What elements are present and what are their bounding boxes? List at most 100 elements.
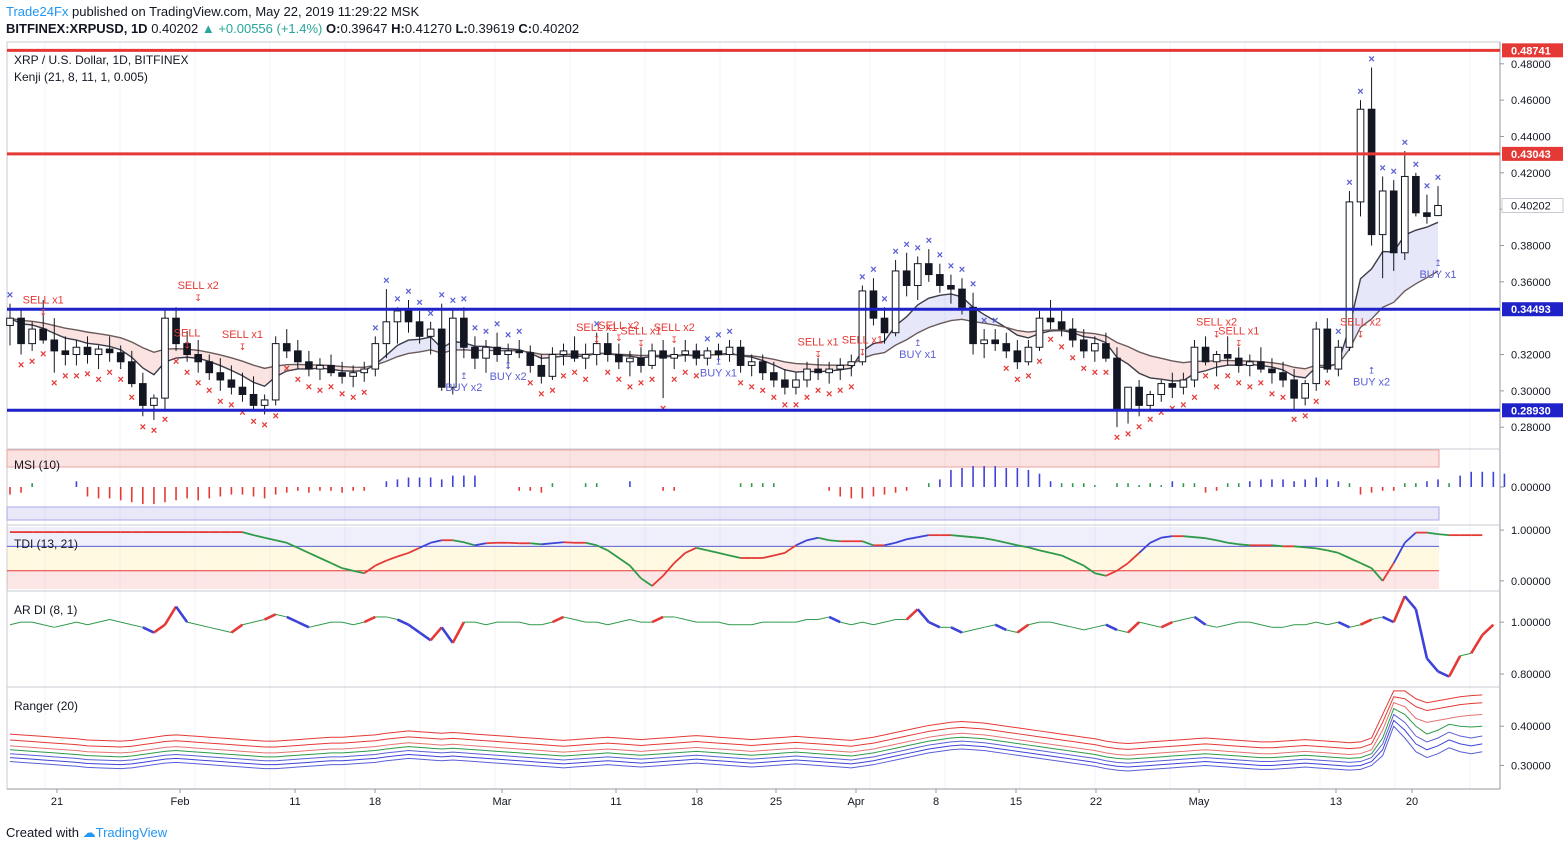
candle-body (227, 379, 236, 388)
ardi-segment (1371, 616, 1383, 621)
sell-marker: × (1136, 421, 1142, 433)
buy-marker: × (450, 295, 456, 307)
buy-marker: × (483, 326, 489, 338)
candle-body (924, 263, 933, 276)
chart-canvas[interactable]: 0.48000 0.46000 0.44000 0.42000 0.40000 0.380… (0, 38, 1565, 823)
kenji-cloud (419, 337, 431, 352)
sell-marker: × (815, 385, 821, 397)
kenji-cloud (142, 347, 154, 375)
sell-marker: × (18, 360, 24, 372)
x-tick-label: 22 (1090, 796, 1102, 808)
tdi-segment (972, 536, 985, 540)
buy-marker: × (505, 330, 511, 342)
candle-body (869, 290, 878, 319)
y-tick-label: 0.44000 (1511, 131, 1551, 143)
ardi-segment (905, 608, 919, 621)
ardi-segment (485, 621, 498, 626)
ranger-line-6 (9, 725, 1483, 772)
ohlc-header: BITFINEX:XRPUSD, 1D 0.40202 ▲ +0.00556 (… (6, 21, 580, 36)
ardi-segment (541, 621, 553, 626)
ardi-segment (596, 621, 608, 626)
tdi-segment (607, 549, 620, 559)
candle-body (1389, 190, 1398, 254)
candle-body (1334, 346, 1343, 370)
ardi-segment (142, 626, 155, 634)
tdi-segment (1216, 539, 1228, 544)
ardi-segment (1072, 626, 1084, 631)
ardi-segment (275, 613, 287, 618)
ardi-segment (817, 616, 830, 621)
sell-marker: × (1047, 334, 1053, 346)
tdi-segment (651, 575, 664, 587)
buy-marker: × (494, 319, 500, 331)
kenji-cloud (1360, 268, 1372, 328)
ardi-segment (1016, 623, 1030, 634)
candle-body (1024, 346, 1033, 363)
sell-marker: × (627, 381, 633, 393)
x-tick-label: 13 (1330, 796, 1342, 808)
ranger-line-3 (9, 707, 1483, 760)
ardi-segment (1205, 624, 1217, 628)
tdi-segment (1050, 552, 1062, 557)
sell-signal-label: SELL x2 (1340, 316, 1381, 328)
y-tick-label: 0.38000 (1511, 241, 1551, 253)
candle-body (603, 343, 612, 356)
publisher-link[interactable]: Trade24Fx (6, 4, 69, 19)
tdi-segment (1028, 546, 1040, 552)
candle-body (991, 339, 1000, 345)
tdi-segment (374, 559, 387, 567)
kenji-cloud (906, 304, 918, 340)
buy-marker: × (405, 286, 411, 298)
sell-marker: × (1280, 392, 1286, 404)
candle-body (803, 368, 811, 381)
buy-marker: × (970, 279, 976, 291)
tdi-segment (430, 539, 442, 544)
sell-marker: × (162, 414, 168, 426)
y-tick-label: 1.00000 (1511, 617, 1551, 629)
pane-titles: XRP / U.S. Dollar, 1D, BITFINEX Kenji (2… (14, 53, 189, 713)
ardi-segment (1349, 624, 1361, 628)
tdi-segment (1149, 536, 1162, 544)
ardi-segment (474, 621, 487, 626)
candle-body (393, 310, 402, 323)
ardi-pane: 1.00000 0.80000 (6, 590, 1551, 688)
level-label: 0.34493 (1511, 304, 1551, 316)
candle-body (61, 350, 70, 356)
ardi-segment (1481, 623, 1495, 637)
sell-arrow-icon: ↧ (859, 348, 867, 358)
sell-marker: × (782, 399, 788, 411)
ardi-segment (220, 629, 232, 634)
candle-body (249, 393, 258, 406)
tradingview-link[interactable]: TradingView (95, 825, 168, 840)
sell-marker: × (129, 392, 135, 404)
ardi-segment (862, 621, 874, 626)
candle-body (637, 357, 645, 366)
sell-marker: × (250, 416, 256, 428)
tdi-segment (795, 539, 808, 547)
ardi-segment (98, 619, 110, 623)
ardi-segment (1305, 621, 1317, 626)
ardi-segment (574, 619, 586, 623)
candle-body (847, 361, 856, 366)
candle-body (747, 361, 756, 366)
buy-marker: × (726, 326, 732, 338)
candle-body (327, 364, 335, 374)
sell-signal-label: SELL x1 (797, 336, 838, 348)
tdi-segment (762, 554, 775, 559)
sell-marker: × (361, 387, 367, 399)
tdi-segment (995, 539, 1007, 544)
tdi-segment (684, 547, 697, 554)
candle-body (1201, 346, 1210, 363)
candle-body (1035, 317, 1044, 348)
msi-upper-band (6, 449, 1440, 468)
tdi-segment (618, 557, 631, 567)
tdi-segment (773, 552, 786, 557)
ardi-segment (1392, 595, 1406, 623)
sell-marker: × (1224, 370, 1230, 382)
ranger-title: Ranger (20) (14, 699, 78, 713)
candle-body (626, 357, 634, 363)
buy-marker: × (427, 308, 433, 320)
price-pane: 0.480000.460000.440000.420000.400000.380… (6, 41, 1564, 450)
tdi-segment (1337, 552, 1350, 559)
sell-marker: × (29, 356, 35, 368)
